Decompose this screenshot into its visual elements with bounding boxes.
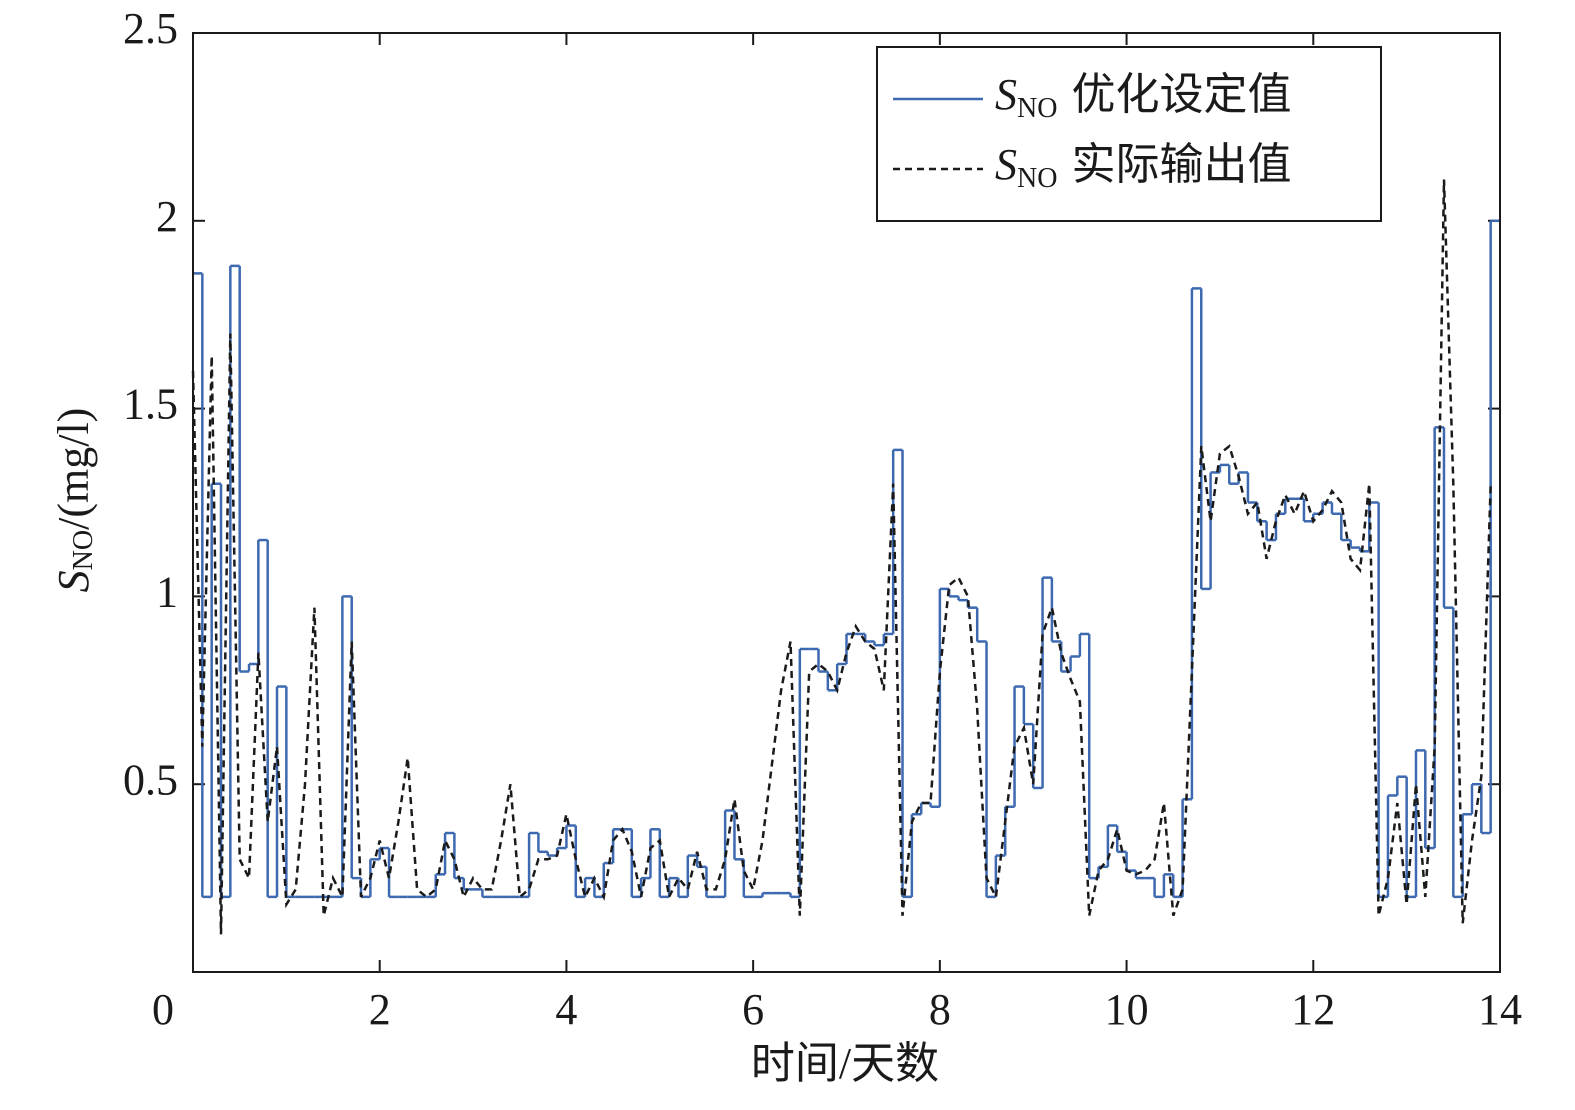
x-tick-label: 8 <box>929 985 951 1034</box>
plot-frame <box>192 32 1501 973</box>
legend-symbol: S <box>995 70 1017 119</box>
legend-symbol: S <box>995 140 1017 189</box>
x-tick-label: 14 <box>1478 985 1522 1034</box>
y-tick-label: 1 <box>156 567 178 616</box>
x-axis-label: 时间/天数 <box>751 1039 939 1088</box>
x-tick-label: 6 <box>742 985 764 1034</box>
step-series <box>193 219 1500 899</box>
y-tick-label: 1.5 <box>123 380 178 429</box>
legend-box <box>876 46 1382 222</box>
dashed-line <box>191 179 1492 935</box>
legend-subscript: NO <box>1017 163 1057 194</box>
x-tick-label: 12 <box>1291 985 1335 1034</box>
y-axis-label: SNO/(mg/l) <box>49 408 99 593</box>
legend-label: 实际输出值 <box>1071 140 1291 189</box>
y-tick-label: 0.5 <box>123 755 178 804</box>
legend-entry: SNO 优化设定值 <box>995 70 1291 124</box>
y-label-subscript: NO <box>68 530 99 570</box>
y-tick-label: 2 <box>156 192 178 241</box>
y-tick-label: 2.5 <box>123 4 178 53</box>
legend-entry: SNO 实际输出值 <box>995 140 1291 194</box>
x-tick-label: 0 <box>152 985 174 1034</box>
x-tick-label: 2 <box>369 985 391 1034</box>
x-tick-label: 4 <box>555 985 577 1034</box>
legend-subscript: NO <box>1017 93 1057 124</box>
legend-label: 优化设定值 <box>1071 70 1291 119</box>
y-label-symbol: S <box>49 570 98 592</box>
x-tick-label: 10 <box>1105 985 1149 1034</box>
y-label-unit: /(mg/l) <box>49 408 98 530</box>
